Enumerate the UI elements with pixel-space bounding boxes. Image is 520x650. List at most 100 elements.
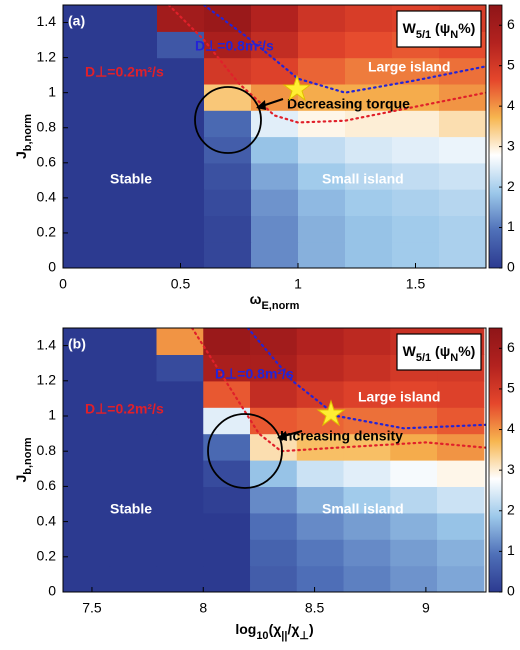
x-tick-label: 8 (199, 600, 207, 616)
label-part: N (450, 29, 458, 41)
frame (62, 4, 487, 269)
heatmap-cell (109, 328, 158, 355)
heatmap-cell (250, 380, 298, 408)
heatmap-cell (437, 433, 485, 461)
x-tick-label: 9 (422, 600, 430, 616)
y-tick-label: 0.6 (37, 477, 57, 493)
heatmap-cell (63, 539, 111, 567)
heatmap-cell (251, 136, 299, 164)
heatmap-cell (345, 241, 393, 268)
heatmap-cell (343, 380, 391, 408)
heatmap-cell (251, 5, 299, 32)
y-tick-label: 0.2 (37, 548, 57, 564)
legend-box (396, 333, 482, 371)
heatmap-cell (204, 83, 252, 111)
colorbar-tick-label: 0 (507, 259, 515, 275)
label-part: ) (309, 621, 314, 637)
heatmap-cell (343, 512, 391, 540)
colorbar-tick-label: 4 (507, 97, 515, 113)
heatmap-cell (110, 110, 158, 138)
heatmap-cell (439, 162, 486, 190)
heatmap-cell (109, 512, 158, 540)
heatmap-cell (156, 539, 204, 567)
arrow (261, 98, 284, 107)
heatmap-cell (157, 189, 205, 216)
y-tick-label: 0.6 (37, 154, 57, 170)
heatmap-cell (109, 460, 158, 487)
heatmap-cell (298, 110, 346, 138)
heatmap-cell (437, 512, 485, 540)
heatmap-cell (203, 565, 251, 592)
heatmap-cell (345, 57, 393, 85)
heatmap-cell (204, 110, 252, 138)
label-part: E,norm (261, 300, 299, 312)
heatmap-cell (63, 433, 111, 461)
annotation: Increasing density (280, 428, 403, 444)
heatmap-cell (63, 328, 111, 355)
legend-box (396, 10, 482, 48)
y-tick-label: 0 (48, 583, 56, 599)
heatmap-cell (203, 354, 251, 382)
heatmap-cell (109, 433, 158, 461)
heatmap-cell (110, 83, 158, 111)
heatmap-cell (343, 328, 391, 355)
heatmap-cell (204, 215, 252, 243)
heatmap-cell (345, 31, 393, 59)
heatmap-cell (110, 57, 158, 85)
y-tick-label: 1.2 (37, 48, 57, 64)
colorbar-tick-label: 6 (507, 16, 515, 32)
heatmap-cell (298, 136, 346, 164)
arrow-head (256, 100, 266, 110)
heatmap-cell (63, 110, 111, 138)
y-tick-label: 0.8 (37, 442, 57, 458)
heatmap-cell (343, 407, 391, 435)
heatmap-cell (390, 565, 438, 592)
colorbar-tick-label: 1 (507, 542, 515, 558)
frame (62, 327, 487, 593)
heatmap-cell (392, 215, 440, 243)
heatmap-cell (63, 189, 111, 216)
line-label: D⊥=0.2m²/s (85, 64, 164, 80)
heatmap-cell (156, 354, 204, 382)
annotation: Decreasing torque (287, 96, 410, 112)
x-tick-label: 0.5 (171, 276, 191, 292)
heatmap-cell (156, 512, 204, 540)
heatmap-cell (63, 5, 111, 32)
label-part: W (403, 343, 417, 359)
heatmap-cell (345, 110, 393, 138)
heatmap-cell (343, 433, 391, 461)
line-label: D⊥=0.8m²/s (195, 38, 274, 54)
heatmap-cell (343, 539, 391, 567)
colorbar-tick-label: 2 (507, 501, 515, 517)
label-part: b,norm (22, 114, 34, 151)
heatmap-cell (390, 433, 438, 461)
heatmap-cell (345, 136, 393, 164)
heatmap-cell (437, 460, 485, 487)
heatmap-cell (437, 380, 485, 408)
heatmap-cell (251, 31, 299, 59)
heatmap-cell (63, 215, 111, 243)
heatmap-cell (437, 407, 485, 435)
label-part: (χ (269, 621, 282, 637)
heatmap-cell (156, 460, 204, 487)
y-tick-label: 0 (48, 259, 56, 275)
heatmap-cell (204, 136, 252, 164)
heatmap-cell (110, 215, 158, 243)
heatmap-cell (437, 486, 485, 514)
annotation: Stable (110, 501, 152, 517)
heatmap-cell (439, 83, 486, 111)
x-tick-label: 0 (59, 276, 67, 292)
heatmap-cell (63, 57, 111, 85)
label-part: N (450, 352, 458, 364)
heatmap-cell (250, 486, 298, 514)
label-part: (ψ (431, 343, 450, 359)
heatmap-cell (157, 162, 205, 190)
heatmap-cell (439, 215, 486, 243)
heatmap-cell (156, 433, 204, 461)
heatmap-cell (343, 354, 391, 382)
heatmap-cell (203, 380, 251, 408)
axis-label: W5/1 (ψN%) (403, 343, 476, 364)
panels: D⊥=0.8m²/s D⊥=0.2m²/s Large island Decreasi… (13, 4, 515, 642)
heatmap-cell (109, 539, 158, 567)
